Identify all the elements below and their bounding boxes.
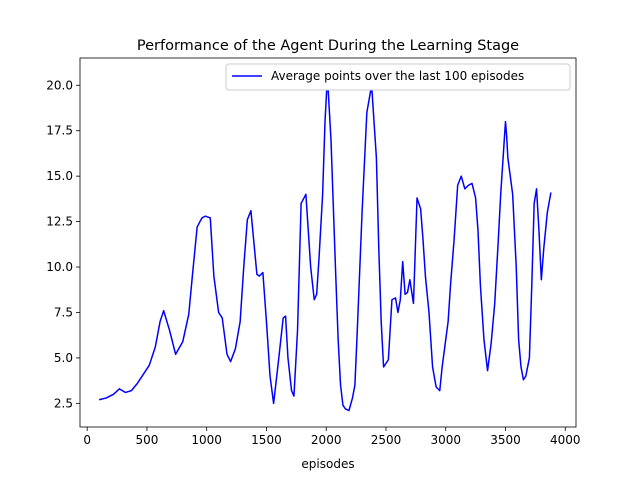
x-axis-label: episodes	[301, 457, 354, 471]
x-tick-label: 1000	[191, 433, 222, 447]
y-tick-label: 17.5	[46, 124, 73, 138]
plot-area	[98, 75, 552, 412]
axes: 0 500 1000 1500 2000 2500 3000 3500 4000 2.5 5.0 7.…	[46, 57, 581, 447]
x-tick-label: 3500	[490, 433, 521, 447]
y-tick-label: 5.0	[54, 351, 73, 365]
x-tick-label: 3000	[430, 433, 461, 447]
series-line	[98, 75, 552, 412]
y-tick-label: 10.0	[46, 260, 73, 274]
y-tick-label: 15.0	[46, 169, 73, 183]
legend-box	[225, 63, 571, 91]
x-tick-label: 2000	[311, 433, 342, 447]
y-tick-label: 7.5	[54, 305, 73, 319]
x-tick-label: 2500	[371, 433, 402, 447]
legend: Average points over the last 100 episode…	[225, 63, 571, 91]
y-tick-label: 20.0	[46, 78, 73, 92]
x-tick-label: 4000	[550, 433, 581, 447]
x-tick-label: 1500	[251, 433, 282, 447]
y-tick-label: 2.5	[54, 396, 73, 410]
legend-series-label: Average points over the last 100 episode…	[271, 69, 524, 83]
plot-frame	[79, 57, 577, 428]
x-tick-label: 0	[83, 433, 91, 447]
x-tick-label: 500	[135, 433, 158, 447]
y-tick-label: 12.5	[46, 215, 73, 229]
chart-title: Performance of the Agent During the Lear…	[137, 38, 519, 54]
